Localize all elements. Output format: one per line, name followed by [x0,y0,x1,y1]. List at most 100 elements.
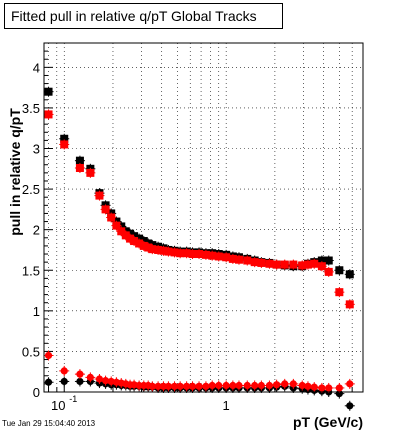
data-point-square [324,267,333,276]
data-point-square [60,134,69,143]
data-point-square [107,213,116,222]
data-point-circle [44,351,53,360]
data-point-square [201,250,210,259]
data-point-circle [243,381,251,390]
y-tick-label: 3.5 [22,101,40,116]
y-tick-label: 3 [33,142,40,157]
data-point-circle [170,382,179,390]
data-point-circle [101,377,110,385]
data-point-square [208,251,217,260]
data-point-square [170,248,179,257]
data-point-circle [298,381,306,390]
y-tick-label: 0 [33,385,40,400]
data-point-circle [76,370,84,378]
data-point-circle [148,382,156,390]
y-tick-label: 4 [33,60,40,75]
data-point-circle [76,377,84,386]
data-point-circle [235,381,243,390]
data-point-circle [202,382,210,390]
axis-layer [44,42,364,393]
data-point-circle [154,382,162,390]
data-point-circle [346,380,354,388]
data-point-square [126,234,135,243]
data-point-square [121,231,130,240]
data-point-circle [60,367,68,375]
x-tick-label: 10 [51,398,65,413]
data-point-square [317,256,326,265]
data-point-circle [183,382,191,390]
data-point-square [257,258,266,267]
data-point-square [243,256,252,265]
data-point-square [86,168,95,177]
label-layer: 0 0.5 1 1.5 2 2.5 3 3.5 4 10 -1 1 [22,60,230,413]
plot-frame [43,42,364,393]
data-point-square [265,259,274,268]
data-point-circle [188,382,197,390]
y-tick-label: 1.5 [22,263,40,278]
data-point-square [298,261,307,270]
data-point-square [310,259,319,268]
data-point-square [324,256,333,265]
x-tick-label-exponent: -1 [69,394,77,404]
data-point-square [250,258,259,267]
data-point-square [164,247,173,256]
timestamp-label: Tue Jan 29 15:04:40 2013 [2,419,96,428]
data-point-square [148,245,157,254]
data-point-square [188,250,197,259]
data-point-circle [251,381,259,390]
data-point-circle [176,382,184,390]
data-point-circle [304,382,312,390]
data-point-circle [273,381,281,389]
data-point-square [95,191,104,200]
data-point-square [135,239,144,248]
y-tick-label: 2 [33,223,40,238]
data-point-circle [44,378,53,386]
data-point-square [317,262,326,271]
data-point-square [228,254,237,263]
data-point-circle [281,380,289,388]
data-point-square [345,300,354,309]
data-point-square [335,266,344,275]
data-point-square [75,163,84,172]
data-point-square [130,237,139,246]
x-axis-title: pT (GeV/c) [293,414,363,430]
data-point-circle [208,381,216,390]
data-point-square [159,246,168,255]
data-point-square [335,288,344,297]
data-point-square [182,249,191,258]
data-point-square [154,245,163,254]
data-point-circle [86,373,94,381]
data-point-square [214,252,223,261]
data-point-circle [325,384,333,392]
data-point-square [44,87,53,96]
data-point-square [272,260,281,269]
y-axis-title: pull in relative q/pT [7,108,23,236]
data-point-square [101,205,110,214]
data-point-square [222,253,231,262]
data-point-square [117,227,126,236]
data-point-circle [335,384,343,392]
data-point-square [44,110,53,119]
data-point-circle [164,382,173,390]
series-layer [43,86,355,411]
data-point-square [144,243,153,252]
y-tick-label: 2.5 [22,182,40,197]
data-point-circle [310,383,318,391]
data-point-circle [95,375,104,383]
data-point-square [139,241,148,250]
data-point-circle [215,381,223,390]
data-point-square [234,255,243,264]
data-point-circle [60,377,68,386]
data-point-square [289,260,298,269]
data-point-square [60,140,69,149]
data-point-square [280,260,289,269]
data-point-square [176,249,185,258]
data-point-circle [346,402,354,410]
y-tick-label: 0.5 [22,344,40,359]
data-point-circle [222,381,230,390]
data-point-circle [257,381,265,390]
data-point-circle [265,381,274,390]
x-tick-label: 1 [223,398,230,413]
data-point-square [112,221,121,230]
